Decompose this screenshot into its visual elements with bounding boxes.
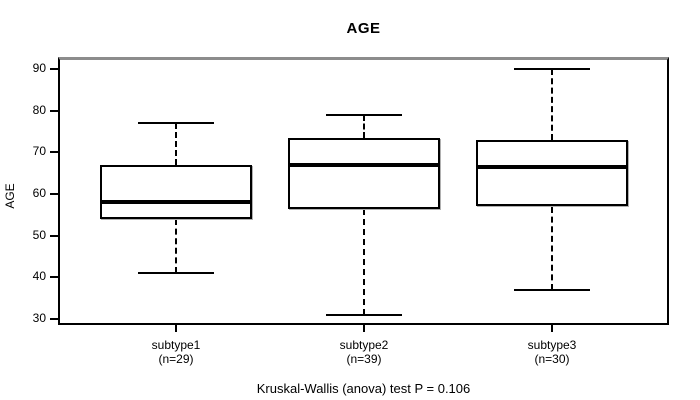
median-line	[288, 162, 440, 167]
y-tick-label: 60	[32, 186, 46, 200]
y-tick-mark	[50, 193, 58, 195]
x-tick-mark	[175, 325, 177, 332]
x-axis-group-label: subtype2 (n=39)	[284, 338, 444, 366]
upper-whisker-line	[363, 114, 365, 138]
y-tick-label: 30	[32, 311, 46, 325]
y-tick-label: 50	[32, 227, 46, 242]
lower-whisker-line	[551, 206, 553, 290]
x-axis-group-label: subtype3 (n=30)	[472, 338, 632, 366]
caption: Kruskal-Wallis (anova) test P = 0.106	[256, 381, 471, 396]
x-tick-mark	[363, 325, 365, 332]
group-name: subtype2	[339, 338, 389, 352]
median-line	[100, 200, 252, 205]
y-tick-mark	[50, 68, 58, 70]
lower-whisker-cap	[138, 272, 214, 275]
y-tick-mark	[50, 151, 58, 154]
y-tick-label: 90	[32, 61, 46, 75]
y-tick-label: 70	[32, 144, 46, 159]
lower-whisker-line	[363, 208, 365, 315]
y-tick-label: 80	[32, 102, 46, 117]
x-tick-mark	[551, 325, 553, 332]
y-tick-mark	[50, 234, 58, 237]
iqr-box	[476, 139, 628, 207]
y-tick-mark	[50, 109, 58, 112]
lower-whisker-line	[175, 219, 177, 274]
lower-whisker-cap	[514, 288, 590, 291]
upper-whisker-line	[551, 69, 553, 140]
group-n: (n=39)	[346, 352, 382, 366]
lower-whisker-cap	[326, 313, 402, 316]
median-line	[476, 164, 628, 169]
upper-whisker-cap	[514, 68, 590, 70]
upper-whisker-cap	[138, 122, 214, 125]
group-name: subtype1	[151, 338, 201, 352]
group-n: (n=30)	[534, 352, 570, 366]
iqr-box	[288, 137, 440, 209]
y-tick-mark	[50, 276, 58, 279]
y-tick-mark	[50, 318, 58, 320]
group-name: subtype3	[527, 338, 577, 352]
y-tick-label: 40	[32, 269, 46, 284]
chart-title: AGE	[346, 20, 381, 37]
group-n: (n=29)	[158, 352, 194, 366]
upper-whisker-line	[175, 123, 177, 165]
upper-whisker-cap	[326, 113, 402, 116]
iqr-box	[100, 164, 252, 219]
x-axis-group-label: subtype1 (n=29)	[96, 338, 256, 366]
